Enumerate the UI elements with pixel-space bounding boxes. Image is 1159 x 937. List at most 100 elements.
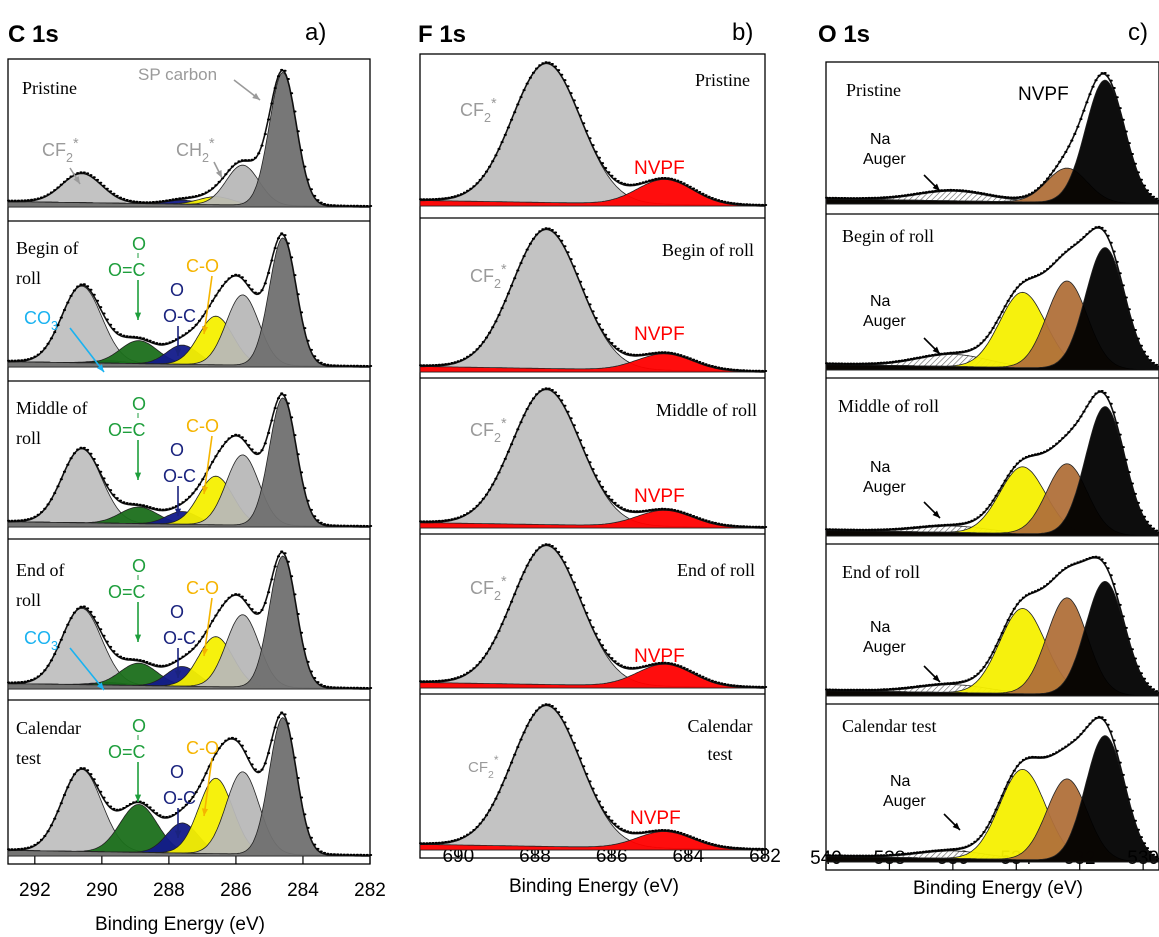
row-label-b-end: End of roll bbox=[677, 560, 755, 580]
arrow-head bbox=[73, 176, 80, 184]
row-label-c-middle: Middle of roll bbox=[838, 396, 939, 416]
arrow-head bbox=[134, 634, 142, 642]
annotation-nvpf: NVPF bbox=[1018, 84, 1069, 105]
annotation-o-ester-top: O bbox=[132, 716, 146, 736]
row-label-a-begin: Begin of roll bbox=[16, 238, 79, 288]
annotation-cf2: CF2* bbox=[460, 96, 497, 125]
row-label-a-middle: Middle of roll bbox=[16, 398, 88, 448]
raw-data-points bbox=[419, 543, 768, 688]
annotation-oc-ether: O-C bbox=[163, 306, 196, 326]
row-label-a-calendar: Calendar test bbox=[16, 718, 81, 768]
x-tick-label: 690 bbox=[442, 846, 474, 867]
arrow bbox=[69, 647, 105, 691]
arrow-head bbox=[134, 312, 142, 320]
annotation-oco-ester: O=C bbox=[108, 582, 146, 602]
plot-frame bbox=[825, 61, 1159, 871]
arrow-head bbox=[215, 170, 222, 178]
annotation-na: Na bbox=[870, 131, 891, 148]
arrow bbox=[203, 275, 213, 335]
annotation-co: C-O bbox=[186, 416, 219, 436]
raw-data-points bbox=[419, 387, 768, 528]
row-label-a-pristine: Pristine bbox=[22, 78, 77, 98]
arrow bbox=[203, 597, 213, 657]
annotation-oco-ester: O=C bbox=[108, 420, 146, 440]
annotation-sp-carbon: SP carbon bbox=[138, 65, 217, 84]
arrow-head bbox=[174, 830, 182, 838]
annotation-auger: Auger bbox=[863, 639, 906, 656]
x-axis-label-b: Binding Energy (eV) bbox=[509, 876, 679, 897]
raw-data-points bbox=[7, 550, 373, 689]
annotation-o-ester-top: O bbox=[132, 556, 146, 576]
raw-data-points bbox=[7, 232, 373, 367]
annotation-o-ether-top: O bbox=[170, 280, 184, 300]
arrow bbox=[203, 435, 213, 495]
panel-a-title: C 1s bbox=[8, 21, 59, 48]
x-tick-label: 682 bbox=[749, 846, 781, 867]
annotation-cf2: CF2* bbox=[470, 574, 507, 603]
raw-data-points bbox=[419, 227, 768, 372]
raw-data-points bbox=[825, 390, 1159, 534]
panel-c-letter: c) bbox=[1128, 19, 1148, 46]
plot-frame bbox=[419, 53, 766, 859]
annotation-co: C-O bbox=[186, 256, 219, 276]
row-label-c-pristine: Pristine bbox=[846, 80, 901, 100]
raw-data-points bbox=[7, 711, 373, 856]
annotation-na: Na bbox=[870, 619, 891, 636]
x-tick-label: 290 bbox=[86, 880, 118, 901]
annotation-auger: Auger bbox=[863, 313, 906, 330]
component-peak-nvpf bbox=[825, 735, 1159, 863]
raw-data-points bbox=[7, 392, 373, 527]
plot-frame bbox=[7, 58, 371, 865]
annotation-o-ester-top: O bbox=[132, 394, 146, 414]
row-label-b-begin: Begin of roll bbox=[662, 240, 754, 260]
x-tick-label: 686 bbox=[596, 846, 628, 867]
annotation-cf2: CF2* bbox=[468, 753, 499, 781]
arrow-head bbox=[97, 364, 104, 372]
annotation-o-ester-top: O bbox=[132, 234, 146, 254]
raw-data-points bbox=[825, 555, 1159, 694]
annotation-nvpf: NVPF bbox=[634, 486, 685, 507]
arrow-head bbox=[174, 508, 182, 516]
row-label-b-pristine: Pristine bbox=[695, 70, 750, 90]
annotation-co: C-O bbox=[186, 738, 219, 758]
annotation-na: Na bbox=[870, 459, 891, 476]
arrow-head bbox=[134, 794, 142, 802]
x-axis-label-a: Binding Energy (eV) bbox=[95, 914, 265, 935]
arrow-head bbox=[952, 822, 960, 830]
annotation-co3: CO3 bbox=[24, 628, 58, 653]
c1s-panel: 292 290 288 286 284 282 SP carbon CF2* CH2* O O=C O… bbox=[7, 58, 386, 901]
component-peak-nvpf bbox=[825, 79, 1159, 205]
x-tick-label: 292 bbox=[19, 880, 51, 901]
arrow-head bbox=[201, 326, 209, 334]
panel-b-letter: b) bbox=[732, 19, 753, 46]
arrow-head bbox=[96, 682, 104, 690]
annotation-nvpf: NVPF bbox=[630, 808, 681, 829]
annotation-co: C-O bbox=[186, 578, 219, 598]
arrow-head bbox=[932, 346, 940, 354]
x-tick-label: 288 bbox=[153, 880, 185, 901]
x-tick-label: 282 bbox=[354, 880, 386, 901]
panel-c-title: O 1s bbox=[818, 21, 870, 48]
row-label-b-calendar: Calendar test bbox=[688, 716, 753, 764]
row-label-c-calendar: Calendar test bbox=[842, 716, 936, 736]
component-peak-nvpf bbox=[825, 580, 1159, 697]
arrow-head bbox=[201, 486, 209, 494]
annotation-ch2: CH2* bbox=[176, 136, 215, 165]
arrow bbox=[69, 327, 105, 373]
row-label-a-end: End of roll bbox=[16, 560, 65, 610]
annotation-o-ether-top: O bbox=[170, 602, 184, 622]
raw-data-points bbox=[419, 61, 768, 206]
raw-data-points bbox=[825, 715, 1159, 860]
annotation-oc-ether: O-C bbox=[163, 466, 196, 486]
arrow-head bbox=[174, 670, 182, 678]
arrow-head bbox=[932, 674, 940, 682]
annotation-auger: Auger bbox=[863, 479, 906, 496]
arrow-head bbox=[201, 648, 209, 656]
annotation-o-ether-top: O bbox=[170, 762, 184, 782]
arrow-head bbox=[932, 183, 940, 191]
component-peak-nvpf bbox=[825, 406, 1159, 537]
annotation-cf2: CF2* bbox=[470, 262, 507, 291]
panel-b-title: F 1s bbox=[418, 21, 466, 48]
arrow bbox=[203, 757, 213, 817]
